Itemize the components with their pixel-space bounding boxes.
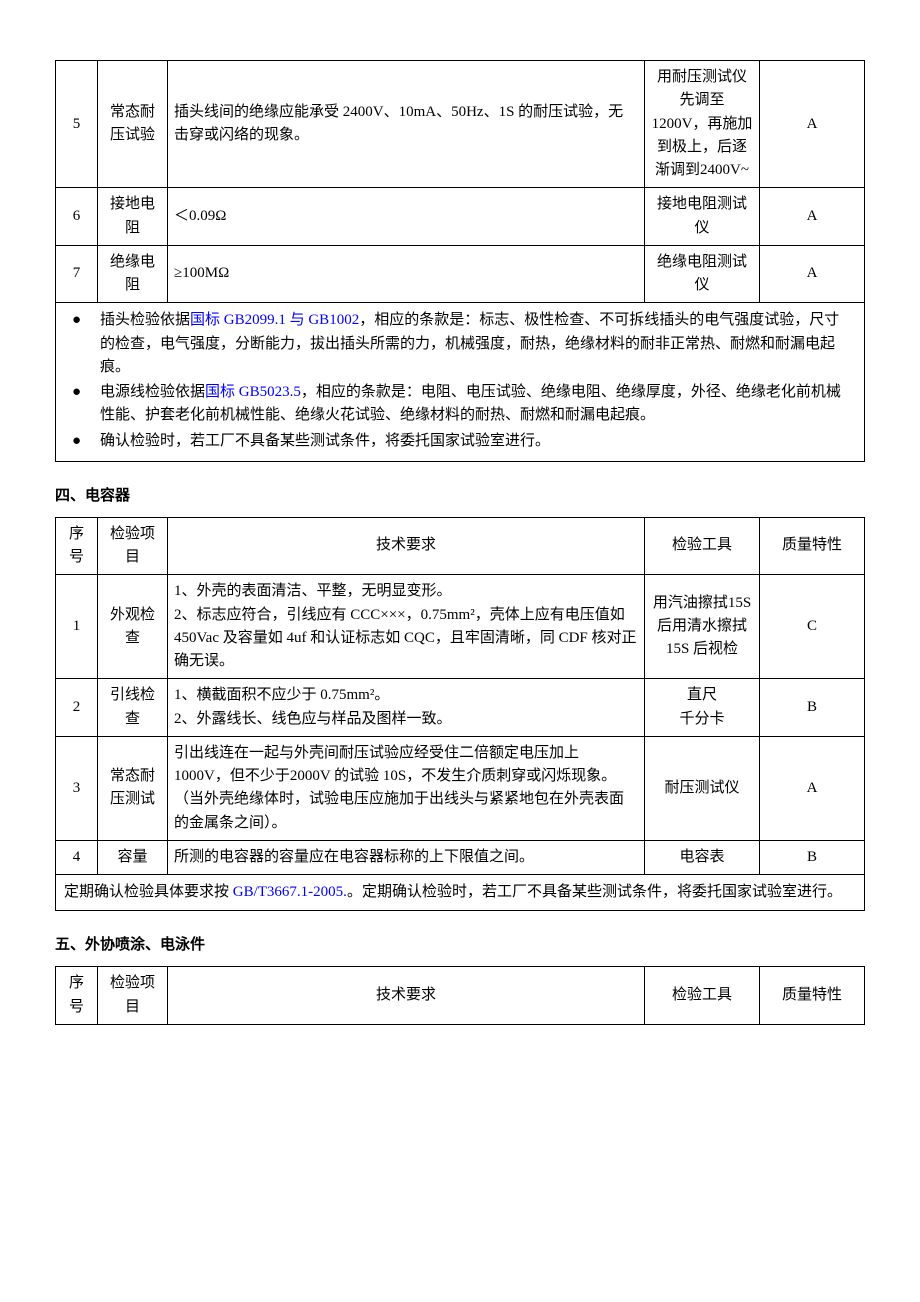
cell-qual: A	[760, 736, 865, 840]
cell-req: 引出线连在一起与外壳间耐压试验应经受住二倍额定电压加上 1000V，但不少于20…	[168, 736, 645, 840]
cell-req: ＜0.09Ω	[168, 188, 645, 246]
bullet-icon: ●	[66, 381, 100, 404]
cell-seq: 7	[56, 245, 98, 303]
cell-seq: 4	[56, 840, 98, 874]
cell-seq: 6	[56, 188, 98, 246]
cell-item: 接地电阻	[98, 188, 168, 246]
header-qual: 质量特性	[760, 517, 865, 575]
header-seq: 序号	[56, 517, 98, 575]
table-note-row: ● 插头检验依据国标 GB2099.1 与 GB1002，相应的条款是：标志、极…	[56, 303, 865, 462]
header-req: 技术要求	[168, 967, 645, 1025]
table-note-row: 定期确认检验具体要求按 GB/T3667.1-2005.。定期确认检验时，若工厂…	[56, 875, 865, 911]
header-req: 技术要求	[168, 517, 645, 575]
table-header-row: 序号 检验项目 技术要求 检验工具 质量特性	[56, 967, 865, 1025]
cell-qual: B	[760, 679, 865, 737]
standard-link: 国标 GB2099.1 与 GB1002	[190, 312, 359, 328]
table-power-cord: 5 常态耐压试验 插头线间的绝缘应能承受 2400V、10mA、50Hz、1S …	[55, 60, 865, 462]
table-row: 7 绝缘电阻 ≥100MΩ 绝缘电阻测试仪 A	[56, 245, 865, 303]
section-title-capacitor: 四、电容器	[55, 484, 865, 505]
bullet-text: 确认检验时，若工厂不具备某些测试条件，将委托国家试验室进行。	[100, 430, 854, 453]
table-row: 4 容量 所测的电容器的容量应在电容器标称的上下限值之间。 电容表 B	[56, 840, 865, 874]
cell-item: 常态耐压测试	[98, 736, 168, 840]
cell-tool: 用汽油擦拭15S 后用清水擦拭 15S 后视检	[645, 575, 760, 679]
periodic-note: 定期确认检验具体要求按 GB/T3667.1-2005.。定期确认检验时，若工厂…	[56, 875, 865, 911]
cell-seq: 2	[56, 679, 98, 737]
cell-tool: 用耐压测试仪先调至 1200V，再施加到极上，后逐渐调到2400V~	[645, 61, 760, 188]
header-tool: 检验工具	[645, 967, 760, 1025]
table-capacitor: 序号 检验项目 技术要求 检验工具 质量特性 1 外观检查 1、外壳的表面清洁、…	[55, 517, 865, 912]
header-qual: 质量特性	[760, 967, 865, 1025]
table-row: 6 接地电阻 ＜0.09Ω 接地电阻测试仪 A	[56, 188, 865, 246]
standards-note: ● 插头检验依据国标 GB2099.1 与 GB1002，相应的条款是：标志、极…	[56, 303, 865, 462]
table-coating: 序号 检验项目 技术要求 检验工具 质量特性	[55, 966, 865, 1025]
table-row: 3 常态耐压测试 引出线连在一起与外壳间耐压试验应经受住二倍额定电压加上 100…	[56, 736, 865, 840]
table-row: 5 常态耐压试验 插头线间的绝缘应能承受 2400V、10mA、50Hz、1S …	[56, 61, 865, 188]
cell-item: 常态耐压试验	[98, 61, 168, 188]
table-row: 1 外观检查 1、外壳的表面清洁、平整，无明显变形。2、标志应符合，引线应有 C…	[56, 575, 865, 679]
cell-req: 1、横截面积不应少于 0.75mm²。2、外露线长、线色应与样品及图样一致。	[168, 679, 645, 737]
cell-qual: A	[760, 188, 865, 246]
cell-tool: 接地电阻测试仪	[645, 188, 760, 246]
page: 5 常态耐压试验 插头线间的绝缘应能承受 2400V、10mA、50Hz、1S …	[0, 0, 920, 1085]
cell-tool: 直尺千分卡	[645, 679, 760, 737]
bullet-text: 电源线检验依据国标 GB5023.5，相应的条款是：电阻、电压试验、绝缘电阻、绝…	[100, 381, 854, 428]
cell-tool: 电容表	[645, 840, 760, 874]
cell-req: 1、外壳的表面清洁、平整，无明显变形。2、标志应符合，引线应有 CCC×××，0…	[168, 575, 645, 679]
cell-qual: A	[760, 245, 865, 303]
header-item: 检验项目	[98, 517, 168, 575]
cell-item: 外观检查	[98, 575, 168, 679]
bullet-icon: ●	[66, 430, 100, 453]
cell-item: 容量	[98, 840, 168, 874]
header-item: 检验项目	[98, 967, 168, 1025]
section-title-coating: 五、外协喷涂、电泳件	[55, 933, 865, 954]
cell-item: 绝缘电阻	[98, 245, 168, 303]
cell-req: 所测的电容器的容量应在电容器标称的上下限值之间。	[168, 840, 645, 874]
table-header-row: 序号 检验项目 技术要求 检验工具 质量特性	[56, 517, 865, 575]
cell-qual: C	[760, 575, 865, 679]
standard-link: GB/T3667.1-2005.	[233, 884, 347, 900]
bullet-text: 插头检验依据国标 GB2099.1 与 GB1002，相应的条款是：标志、极性检…	[100, 309, 854, 379]
cell-item: 引线检查	[98, 679, 168, 737]
cell-seq: 5	[56, 61, 98, 188]
header-seq: 序号	[56, 967, 98, 1025]
cell-qual: B	[760, 840, 865, 874]
bullet-icon: ●	[66, 309, 100, 332]
cell-req: ≥100MΩ	[168, 245, 645, 303]
cell-tool: 耐压测试仪	[645, 736, 760, 840]
cell-qual: A	[760, 61, 865, 188]
cell-seq: 1	[56, 575, 98, 679]
cell-req: 插头线间的绝缘应能承受 2400V、10mA、50Hz、1S 的耐压试验，无击穿…	[168, 61, 645, 188]
table-row: 2 引线检查 1、横截面积不应少于 0.75mm²。2、外露线长、线色应与样品及…	[56, 679, 865, 737]
cell-tool: 绝缘电阻测试仪	[645, 245, 760, 303]
standard-link: 国标 GB5023.5	[205, 384, 301, 400]
header-tool: 检验工具	[645, 517, 760, 575]
cell-seq: 3	[56, 736, 98, 840]
